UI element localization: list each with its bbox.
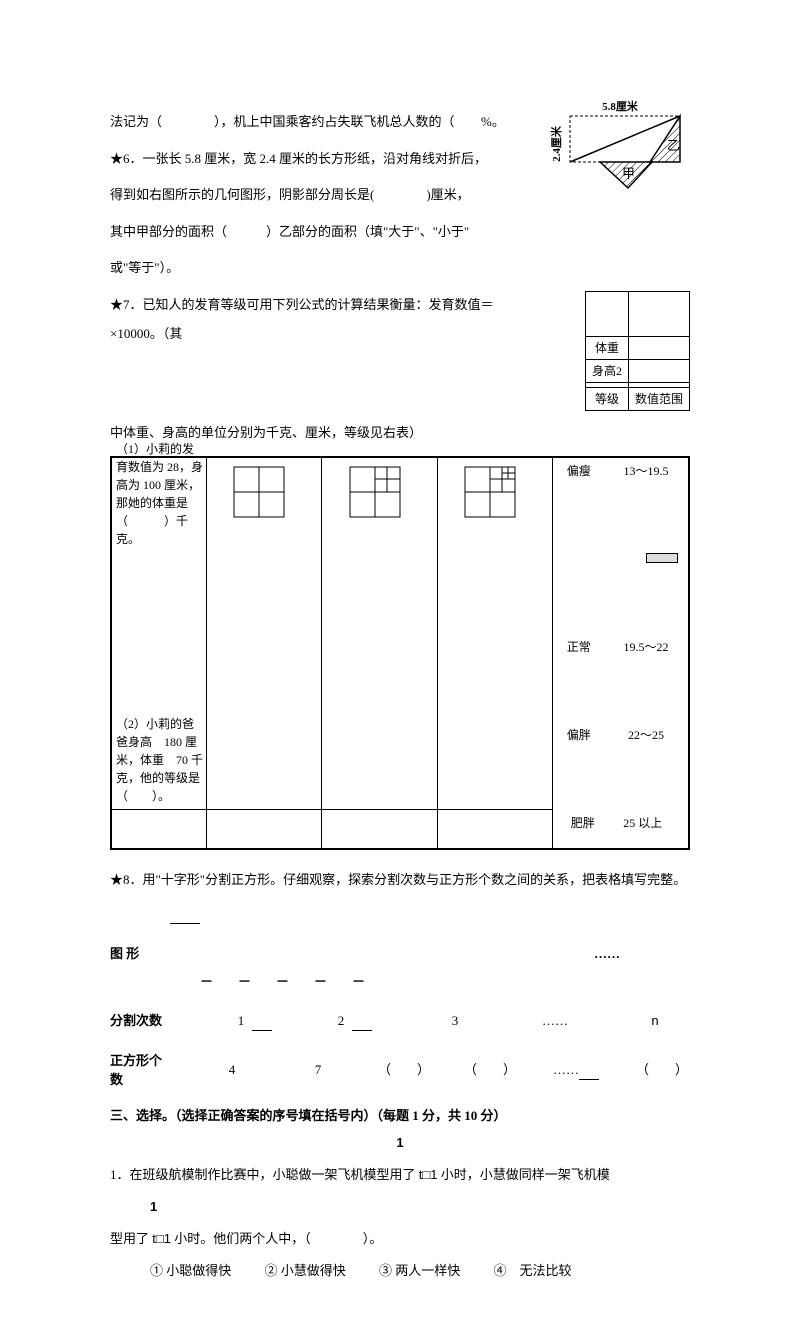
square-split-2 (345, 462, 415, 522)
diagram-left-label: 2.4厘米 (550, 125, 563, 162)
one-mid: 1 (150, 1197, 690, 1217)
square-split-1 (229, 462, 299, 522)
diagram-jia-label: 甲 (622, 166, 635, 181)
grade-r2b: 19.5～22 (604, 634, 688, 722)
q7-sub1: （1）小莉的发育数值为 28，身高为 100 厘米，那她的体重是（ ）千克。 (116, 440, 206, 548)
q8-count-row: 正方形个数 4 7 （ ） （ ） …… （ ） (110, 1051, 690, 1090)
q7-l1a: ★7．已知人的发育等级可用下列公式的计算结果衡量：发育数值＝ (110, 297, 494, 312)
fold-diagram: 5.8厘米 2.4厘米 乙 甲 (550, 100, 690, 206)
grade-r4a: 肥胖 (557, 814, 608, 832)
q7-sub2: （2）小莉的爸爸身高 180 厘米，体重 70 千克，他的等级是（ ）。 (116, 715, 206, 805)
q8-splits-label: 分割次数 (110, 1011, 190, 1031)
q8-count-label: 正方形个数 (110, 1051, 174, 1090)
sec3-title-text: 三、选择。（选择正确答案的序号填在括号内）（每题 1 分，共 10 分） (110, 1108, 507, 1123)
grade-r3b: 22～25 (604, 722, 688, 810)
opt-2: ② 小慧做得快 (265, 1261, 346, 1281)
square-split-3 (460, 462, 530, 522)
split-n: n (620, 1011, 690, 1031)
grade-r3a: 偏胖 (553, 722, 604, 810)
dash-row: － － － － － (200, 972, 690, 992)
grade-h1: 等级 (585, 387, 628, 410)
grade-r2a: 正常 (553, 634, 604, 722)
count-2: 7 (290, 1060, 346, 1080)
sec3-q1-b: 小时，小慧做同样一架飞机模 (441, 1167, 610, 1182)
grade-r1a: 偏瘦 (553, 458, 604, 546)
grade-r4b: 25 以上 (611, 814, 674, 832)
opt-3: ③ 两人一样快 (379, 1261, 460, 1281)
frac-bot: 身高2 (585, 359, 628, 382)
grade-h2: 数值范围 (628, 387, 689, 410)
q8-intro: ★8．用"十字形"分割正方形。仔细观察，探索分割次数与正方形个数之间的关系，把表… (110, 866, 690, 895)
count-1: 4 (204, 1060, 260, 1080)
q6-line4: 或"等于"）。 (110, 254, 690, 283)
sec3-q1-d: 小时。他们两个人中，（ ）。 (174, 1231, 382, 1246)
frac-top: 体重 (585, 336, 628, 359)
split-table: （1）小莉的发育数值为 28，身高为 100 厘米，那她的体重是（ ）千克。 （… (110, 456, 690, 851)
q6-line3: 其中甲部分的面积（ ）乙部分的面积（填"大于"、"小于" (110, 218, 690, 247)
sec3-q1-a: 1．在班级航模制作比赛中，小聪做一架飞机模型用了 (110, 1167, 416, 1182)
section3-title: 三、选择。（选择正确答案的序号填在括号内）（每题 1 分，共 10 分） (110, 1106, 690, 1126)
opt-4: ④ 无法比较 (494, 1261, 572, 1281)
grade-table: 体重 身高2 等级数值范围 (585, 291, 690, 411)
q8-shape-row: 图 形 …… (110, 944, 690, 964)
q5-tail-text2: %。 (481, 114, 505, 129)
split-2: 2 (338, 1013, 345, 1028)
sec3-q1-line2: 型用了 t□1 小时。他们两个人中，（ ）。 (110, 1225, 690, 1254)
q7-l1b: ×10000。（其 (110, 326, 182, 341)
q8-shape-label: 图 形 (110, 944, 190, 964)
count-3: （ ） (376, 1060, 432, 1080)
underline (170, 911, 200, 924)
sec3-q1-line1: 1．在班级航模制作比赛中，小聪做一架飞机模型用了 t□1 小时，小慧做同样一架飞… (110, 1161, 690, 1190)
sec3-q1-frac1: t□1 (419, 1167, 438, 1182)
split-3: 3 (452, 1013, 459, 1028)
count-4: （ ） (462, 1060, 518, 1080)
split-1: 1 (238, 1013, 245, 1028)
opt-1: ① 小聪做得快 (150, 1261, 231, 1281)
grade-r1b: 13～19.5 (604, 458, 688, 546)
diagram-top-label: 5.8厘米 (602, 100, 639, 113)
q8-splits-row: 分割次数 1 2 3 …… n (110, 1011, 690, 1031)
q8-dots-2: …… (520, 1011, 590, 1031)
diagram-yi-label: 乙 (667, 138, 680, 153)
sec3-q1-frac2: t□1 (152, 1231, 171, 1246)
sec3-q1-options: ① 小聪做得快 ② 小慧做得快 ③ 两人一样快 ④ 无法比较 (150, 1261, 690, 1281)
q8-dots-1: …… (594, 944, 620, 964)
q5-tail-text: 法记为（ ），机上中国乘客约占失联飞机总人数的（ (110, 114, 455, 129)
one-top: 1 (110, 1133, 690, 1153)
sec3-q1-c: 型用了 (110, 1231, 149, 1246)
